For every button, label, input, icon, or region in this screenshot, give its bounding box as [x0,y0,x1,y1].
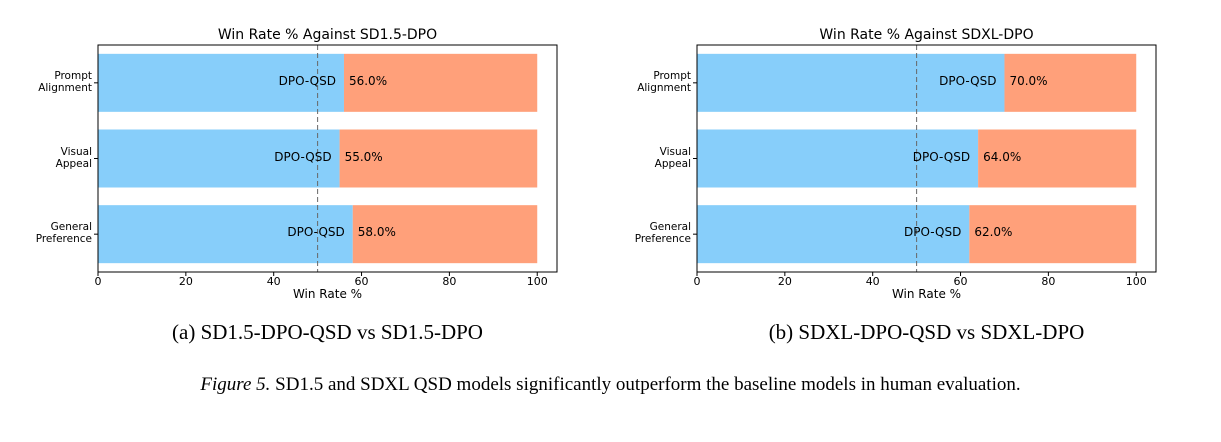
x-tick-label: 60 [354,275,369,288]
value-label: 56.0% [348,73,388,88]
x-tick-label: 80 [1041,275,1056,288]
series-label: DPO-QSD [278,73,336,88]
y-tick-label: General Preference [35,221,92,246]
y-tick-label: Prompt Alignment [38,69,92,94]
axes-frame [696,44,1157,273]
x-tick-label: 40 [865,275,880,288]
x-tick-label: 0 [693,275,701,288]
figure-text: SD1.5 and SDXL QSD models significantly … [275,374,1021,395]
bar-segment [98,53,344,112]
bar-segment [352,205,538,264]
series-label: DPO-QSD [287,225,345,240]
bar-segment [697,205,970,264]
x-tick-label: 0 [94,275,102,288]
value-label: 62.0% [974,225,1013,240]
series-label: DPO-QSD [939,73,997,88]
bar-segment [697,129,979,188]
y-tick-label: Prompt Alignment [637,69,691,94]
x-tick-label: 40 [266,275,281,288]
figure-label: Figure 5. [200,374,271,395]
y-tick-label: Visual Appeal [654,145,691,170]
bar-segment [978,129,1137,188]
subcaption: (b) SDXL-DPO-QSD vs SDXL-DPO [768,320,1085,344]
figure-caption: Figure 5. SD1.5 and SDXL QSD models sign… [0,374,1221,396]
y-tick-label: General Preference [634,221,691,246]
x-tick-label: 20 [777,275,792,288]
x-tick-label: 100 [1125,275,1147,288]
axes-frame [97,44,558,273]
value-label: 55.0% [344,149,383,164]
x-tick-label: 60 [953,275,968,288]
chart-title: Win Rate % Against SD1.5-DPO [217,27,438,43]
x-tick-label: 100 [526,275,548,288]
y-tick-label: Visual Appeal [55,145,92,170]
value-label: 64.0% [983,149,1022,164]
bar-segment [343,53,538,112]
x-axis-label: Win Rate % [292,287,363,301]
x-tick-label: 80 [442,275,457,288]
bar-segment [697,53,1005,112]
x-axis-label: Win Rate % [891,287,962,301]
chart-title: Win Rate % Against SDXL-DPO [819,27,1034,43]
series-label: DPO-QSD [903,225,962,240]
x-tick-label: 20 [178,275,193,288]
bar-segment [969,205,1137,264]
series-label: DPO-QSD [274,149,332,164]
bar-segment [339,129,538,188]
bar-segment [98,205,353,264]
value-label: 70.0% [1009,73,1048,88]
value-label: 58.0% [357,225,396,240]
bar-segment [98,129,340,188]
bar-segment [1004,53,1137,112]
subcaption: (a) SD1.5-DPO-QSD vs SD1.5-DPO [172,320,483,344]
series-label: DPO-QSD [912,149,971,164]
